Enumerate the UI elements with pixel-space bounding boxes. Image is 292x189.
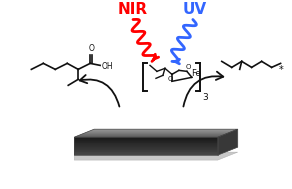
Polygon shape [74,137,218,138]
Polygon shape [74,142,218,143]
Polygon shape [74,139,218,140]
Text: O: O [185,64,191,70]
Polygon shape [74,146,218,147]
Polygon shape [81,134,225,135]
Polygon shape [91,130,235,131]
Polygon shape [218,129,238,155]
Polygon shape [74,145,218,146]
Text: 3: 3 [202,93,208,102]
Polygon shape [74,153,218,154]
Text: O: O [88,44,94,53]
Text: OH: OH [101,62,113,71]
Text: Fe: Fe [191,69,201,78]
Polygon shape [74,147,238,160]
Polygon shape [74,140,218,141]
Polygon shape [78,135,223,136]
Polygon shape [74,149,218,150]
Polygon shape [74,147,218,148]
Text: UV: UV [183,2,207,17]
Polygon shape [76,136,220,137]
Polygon shape [74,148,218,149]
Polygon shape [74,138,218,139]
Polygon shape [88,131,232,132]
FancyArrowPatch shape [183,72,223,107]
Text: *: * [279,65,284,75]
Polygon shape [74,151,218,152]
Polygon shape [74,152,218,153]
Polygon shape [74,144,218,145]
Text: NIR: NIR [118,2,148,17]
Polygon shape [74,154,218,155]
Polygon shape [86,132,230,133]
Polygon shape [93,129,237,130]
Polygon shape [83,133,227,134]
FancyArrowPatch shape [80,75,119,107]
Polygon shape [74,141,218,142]
Text: O: O [167,76,173,82]
Polygon shape [74,143,218,144]
Polygon shape [74,150,218,151]
